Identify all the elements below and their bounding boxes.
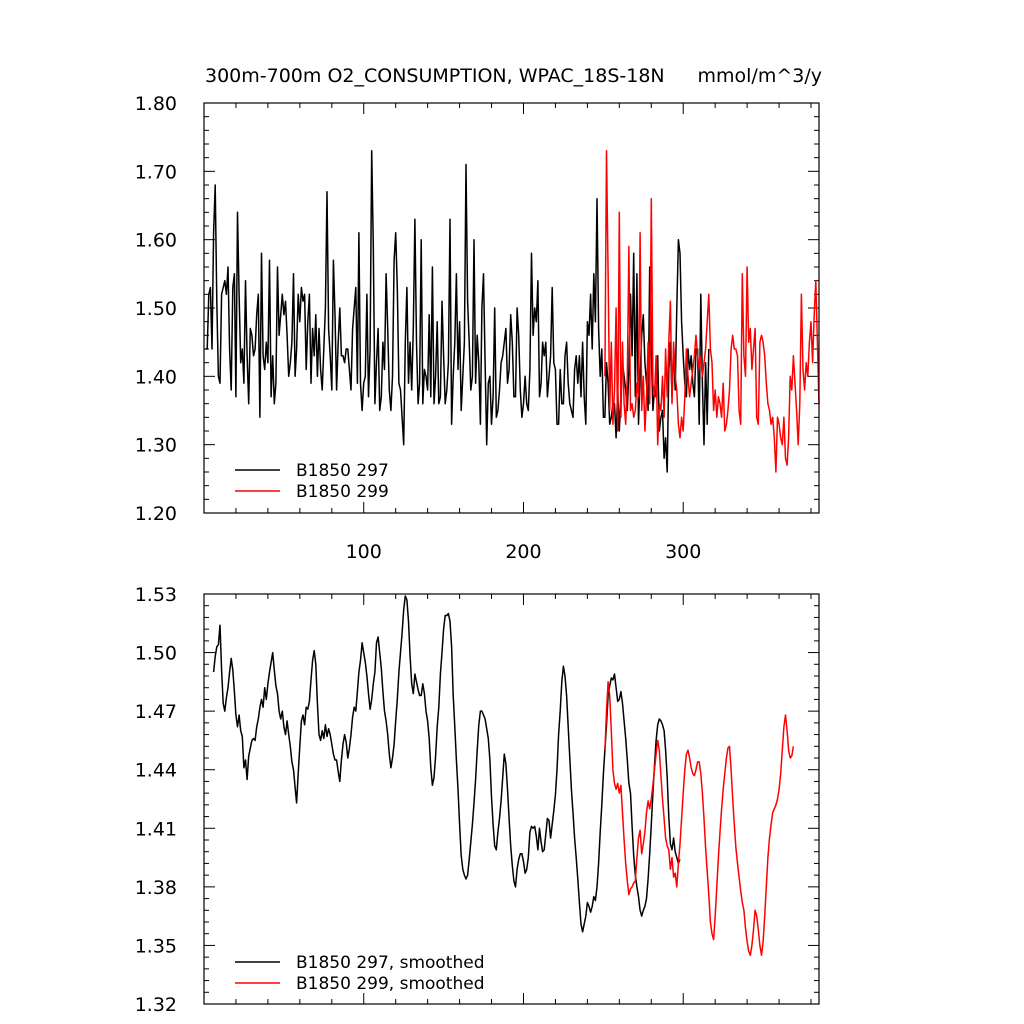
x-tick-label: 300 [665,541,701,563]
y-tick-label: 1.35 [135,935,177,957]
legend-label-2: B1850 299, smoothed [296,974,485,994]
y-tick-label: 1.40 [135,366,177,388]
bottom-panel-frame [203,593,820,1005]
chart-units: mmol/m^3/y [698,65,822,87]
legend-label-1: B1850 297, smoothed [296,953,485,973]
x-tick-label: 200 [505,541,541,563]
top-panel-frame [203,102,820,514]
series-line-2 [604,150,820,473]
y-tick-label: 1.53 [135,584,177,606]
series-line-1 [205,150,710,473]
y-tick-label: 1.70 [135,161,177,183]
y-tick-label: 1.20 [135,503,177,525]
y-tick-label: 1.32 [135,994,177,1016]
legend-label-1: B1850 297 [296,461,389,481]
series-line-2 [604,681,795,956]
chart-title: 300m-700m O2_CONSUMPTION, WPAC_18S-18N [205,65,665,87]
y-tick-label: 1.50 [135,643,177,665]
top-panel: 300m-700m O2_CONSUMPTION, WPAC_18S-18N m… [135,65,822,563]
legend-label-2: B1850 299 [296,482,389,502]
top-panel-marks: 1.20 1.30 1.40 1.50 1.60 1.70 1.80 100 200 300 B18… [135,93,820,563]
y-tick-label: 1.47 [135,701,177,723]
x-tick-label: 100 [346,541,382,563]
y-tick-label: 1.60 [135,230,177,252]
y-tick-label: 1.44 [135,760,177,782]
series-line-1 [212,595,681,933]
y-tick-label: 1.80 [135,93,177,115]
bottom-panel: 1.32 1.35 1.38 1.41 1.44 1.47 1.50 1.53 B1850 29… [135,584,820,1016]
y-tick-label: 1.50 [135,298,177,320]
bottom-panel-marks: 1.32 1.35 1.38 1.41 1.44 1.47 1.50 1.53 B1850 29… [135,584,819,1016]
y-tick-label: 1.38 [135,877,177,899]
y-tick-label: 1.30 [135,435,177,457]
y-tick-label: 1.41 [135,818,177,840]
